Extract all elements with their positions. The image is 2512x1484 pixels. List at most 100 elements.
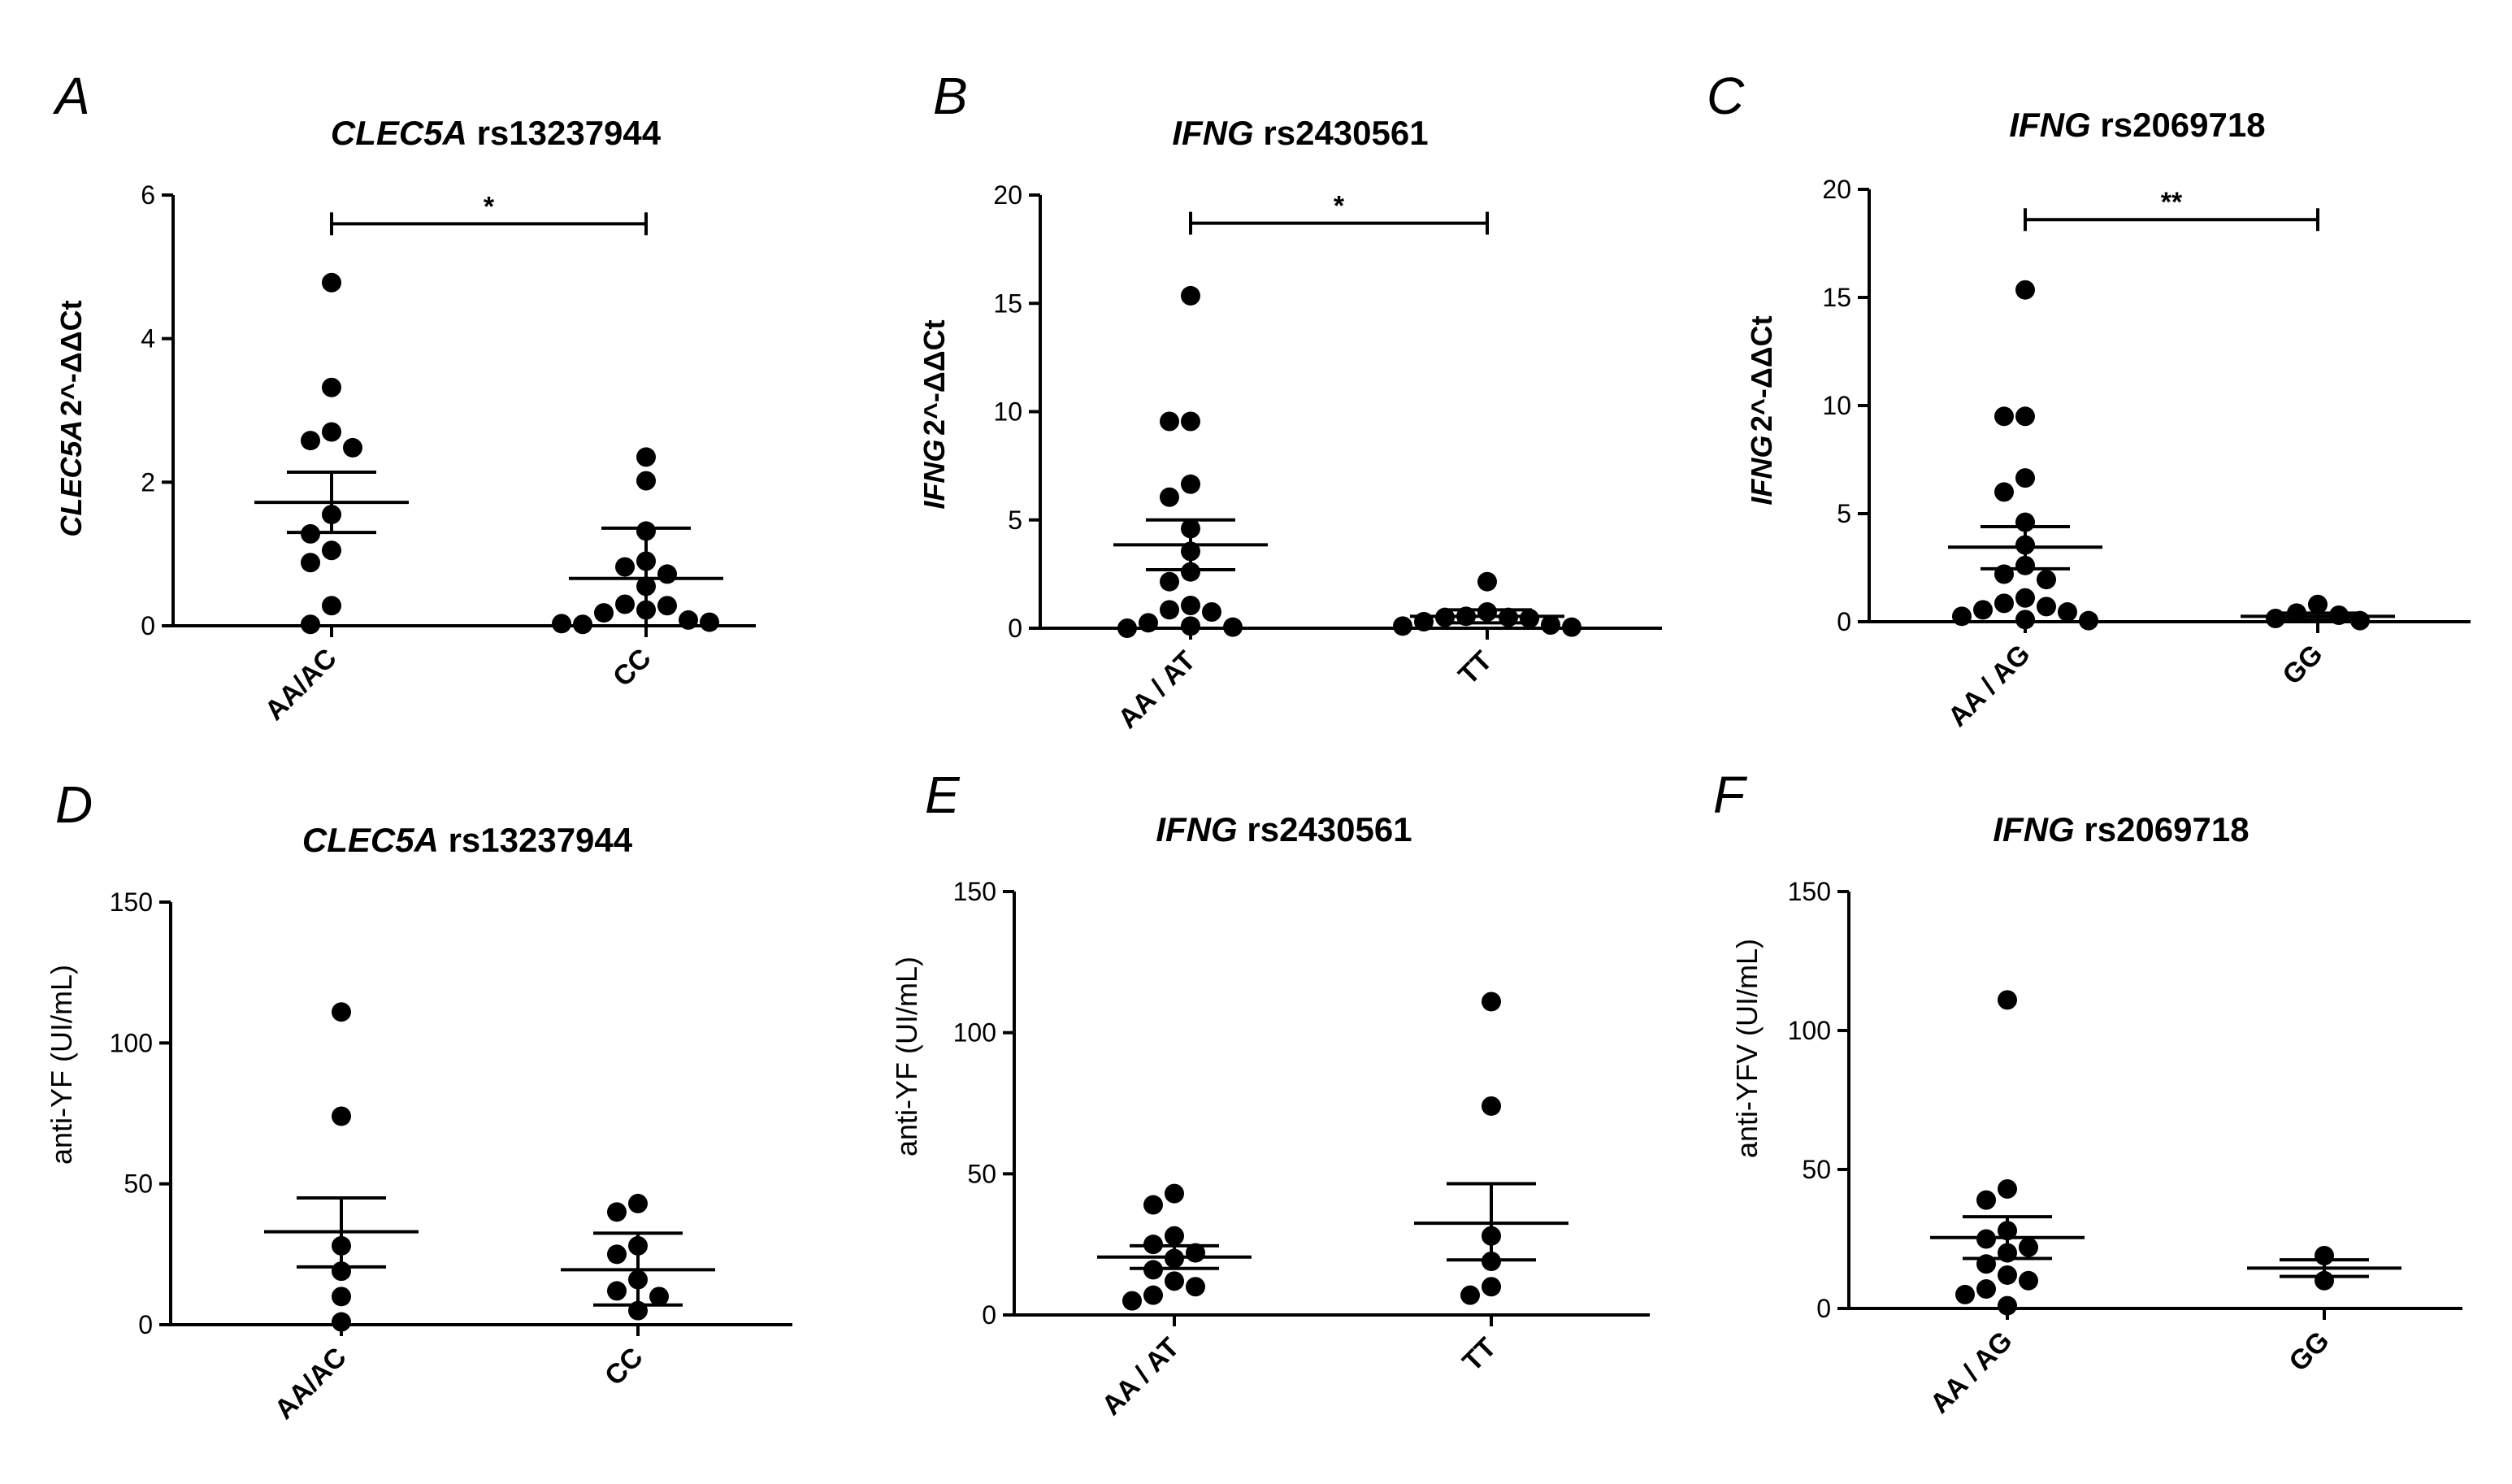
panel-a-data-point bbox=[343, 437, 362, 458]
panel-b-y-tick-label: 0 bbox=[1008, 614, 1022, 643]
panel-d-category-label: CC bbox=[599, 1342, 649, 1392]
panel-a-category-label: CC bbox=[607, 643, 657, 693]
panel-b-data-point bbox=[1223, 617, 1243, 637]
panel-e-title-gene: IFNG bbox=[1156, 810, 1237, 848]
panel-c-data-point bbox=[1952, 606, 1972, 627]
panel-e-title: IFNG rs2430561 bbox=[1156, 810, 1412, 848]
panel-c-ylabel-gene: IFNG bbox=[1745, 436, 1778, 506]
panel-b-data-point bbox=[1139, 613, 1158, 633]
panel-b-y-tick-label: 5 bbox=[1008, 506, 1022, 535]
panel-f-data-point bbox=[1976, 1279, 1996, 1300]
panel-e-y-tick-label: 50 bbox=[967, 1159, 996, 1188]
panel-b-title-gene: IFNG bbox=[1172, 114, 1253, 152]
panel-f: F IFNG rs2069718 anti-YFV (UI/mL) 0 50 100… bbox=[1713, 766, 2462, 1420]
panel-e-letter: E bbox=[925, 766, 961, 824]
panel-d: D CLEC5A rs13237944 anti-YF (UI/mL) 0 50 1… bbox=[45, 775, 792, 1425]
panel-a-data-point bbox=[322, 540, 341, 561]
panel-b-category-label: TT bbox=[1452, 645, 1498, 691]
panel-f-title: IFNG rs2069718 bbox=[1993, 810, 2249, 848]
panel-b-plot: 0 5 10 15 20 AA / AT TT * bbox=[993, 180, 1662, 735]
panel-d-y-tick-label: 100 bbox=[110, 1028, 153, 1057]
panel-a-ylabel-unit: 2^-ΔΔCt bbox=[54, 300, 88, 416]
panel-b-data-point bbox=[1181, 285, 1200, 306]
panel-b-data-point bbox=[1393, 616, 1412, 636]
panel-f-y-tick-label: 100 bbox=[1788, 1016, 1831, 1045]
panel-e-data-point bbox=[1482, 1277, 1501, 1297]
panel-b-title: IFNG rs2430561 bbox=[1172, 114, 1428, 152]
panel-a-y-tick-label: 6 bbox=[141, 180, 155, 210]
panel-e-category-label: TT bbox=[1456, 1332, 1502, 1378]
panel-e-y-tick-label: 100 bbox=[953, 1018, 996, 1048]
panel-c-significance-label: ** bbox=[2161, 187, 2183, 218]
panel-d-data-point bbox=[607, 1281, 627, 1301]
panel-b-category-label: AA / AT bbox=[1113, 645, 1202, 735]
panel-d-data-point bbox=[607, 1244, 627, 1265]
panel-a: A CLEC5A rs13237944 CLEC5A 2^-ΔΔCt 0 2 4 6 A… bbox=[52, 67, 756, 727]
panel-f-data-point bbox=[1998, 990, 2017, 1010]
panel-c-data-point bbox=[2037, 570, 2056, 590]
panel-a-title-snp: rs13237944 bbox=[477, 114, 662, 152]
panel-c-ylabel-unit: 2^-ΔΔCt bbox=[1745, 315, 1778, 432]
panel-a-data-point bbox=[657, 564, 677, 584]
panel-a-data-point bbox=[322, 377, 341, 397]
panel-d-data-point bbox=[649, 1287, 669, 1307]
panel-a-data-point bbox=[301, 553, 320, 573]
panel-f-letter: F bbox=[1713, 766, 1748, 824]
panel-f-data-point bbox=[2019, 1237, 2038, 1257]
panel-c-y-tick-label: 0 bbox=[1837, 607, 1851, 636]
panel-b-data-point bbox=[1181, 562, 1200, 582]
panel-b-ylabel: IFNG 2^-ΔΔCt bbox=[918, 319, 951, 509]
panel-e-plot: 0 50 100 150 AA / AT TT bbox=[953, 877, 1650, 1421]
panel-e-data-point bbox=[1165, 1226, 1184, 1246]
panel-b-data-point bbox=[1520, 609, 1539, 629]
panel-d-category-label: AA/AC bbox=[269, 1342, 353, 1425]
panel-a-data-point bbox=[301, 614, 320, 635]
panel-c-data-point bbox=[2015, 468, 2035, 488]
panel-c-data-point bbox=[1994, 593, 2014, 614]
panel-c-data-point bbox=[1994, 482, 2014, 502]
panel-b-ylabel-unit: 2^-ΔΔCt bbox=[918, 319, 951, 436]
panel-b-data-point bbox=[1477, 571, 1497, 592]
panel-b-title-snp: rs2430561 bbox=[1263, 114, 1428, 152]
panel-b-data-point bbox=[1160, 571, 1179, 592]
panel-d-y-tick-label: 50 bbox=[124, 1169, 153, 1199]
panel-d-data-point bbox=[332, 1312, 351, 1332]
panel-d-letter: D bbox=[55, 775, 93, 834]
panel-a-data-point bbox=[636, 471, 656, 491]
panel-a-letter: A bbox=[52, 67, 90, 125]
panel-e-y-tick-label: 0 bbox=[982, 1300, 996, 1330]
panel-f-data-point bbox=[1998, 1265, 2017, 1285]
panel-d-data-point bbox=[332, 1002, 351, 1022]
panel-b-data-point bbox=[1160, 411, 1179, 432]
panel-b-data-point bbox=[1181, 474, 1200, 494]
panel-e-data-point bbox=[1482, 992, 1501, 1012]
panel-b-ylabel-gene: IFNG bbox=[918, 440, 951, 510]
panel-a-title: CLEC5A rs13237944 bbox=[331, 114, 662, 152]
panel-c-y-tick-label: 15 bbox=[1822, 283, 1851, 312]
panel-d-y-tick-label: 150 bbox=[110, 887, 153, 917]
panel-d-data-point bbox=[332, 1287, 351, 1307]
panel-b-data-point bbox=[1181, 411, 1200, 432]
panel-a-y-tick-label: 4 bbox=[141, 324, 155, 354]
panel-d-title: CLEC5A rs13237944 bbox=[302, 821, 633, 859]
panel-f-y-tick-label: 0 bbox=[1816, 1294, 1831, 1323]
panel-a-y-tick-label: 0 bbox=[141, 611, 155, 640]
panel-f-y-tick-label: 50 bbox=[1802, 1155, 1831, 1184]
panel-b-y-tick-label: 15 bbox=[993, 289, 1022, 318]
panel-f-data-point bbox=[1998, 1178, 2017, 1199]
panel-c-data-point bbox=[2015, 280, 2035, 300]
panel-f-category-label: GG bbox=[2283, 1326, 2335, 1378]
panel-e-data-point bbox=[1143, 1285, 1163, 1305]
panel-f-data-point bbox=[1976, 1190, 1996, 1210]
panel-f-data-point bbox=[1955, 1284, 1975, 1304]
panel-c-data-point bbox=[1994, 406, 2014, 427]
panel-a-data-point bbox=[322, 422, 341, 442]
panel-a-plot: 0 2 4 6 AA/AC CC * bbox=[141, 180, 756, 727]
panel-e-data-point bbox=[1460, 1285, 1480, 1305]
panel-a-data-point bbox=[700, 612, 719, 632]
panel-a-data-point bbox=[573, 614, 592, 635]
panel-b-data-point bbox=[1160, 487, 1179, 507]
panel-c-y-tick-label: 5 bbox=[1837, 499, 1851, 528]
panel-e: E IFNG rs2430561 anti-YF (UI/mL) 0 50 100 1… bbox=[890, 766, 1650, 1421]
